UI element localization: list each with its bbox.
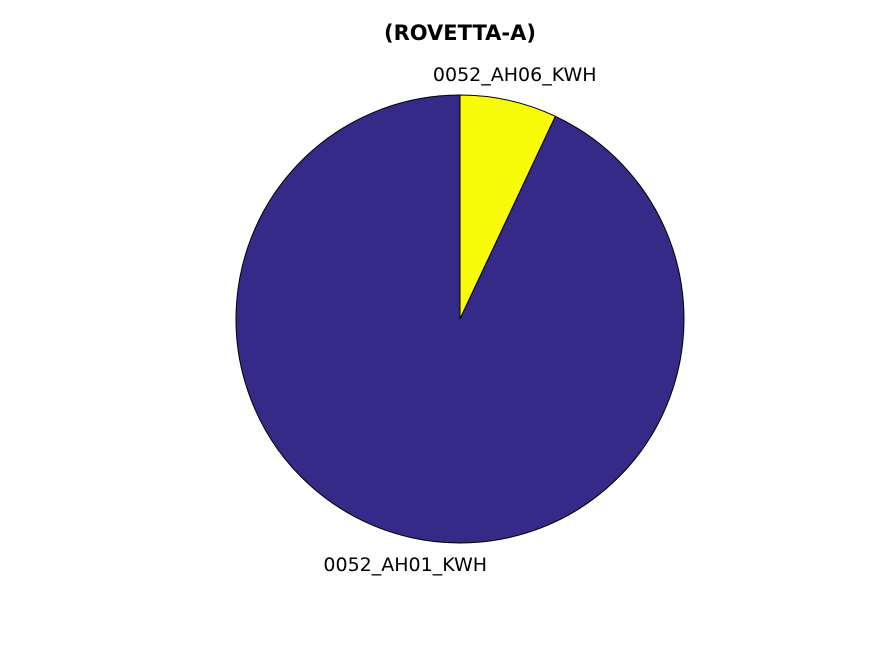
chart-title: (ROVETTA-A) <box>384 21 536 45</box>
pie-slices <box>235 94 685 544</box>
slice-label: 0052_AH01_KWH <box>323 554 487 576</box>
slice-label: 0052_AH06_KWH <box>433 64 597 86</box>
pie-slice-0052-ah01-kwh <box>235 94 685 544</box>
pie-labels: 0052_AH06_KWH 0052_AH01_KWH <box>323 64 596 576</box>
